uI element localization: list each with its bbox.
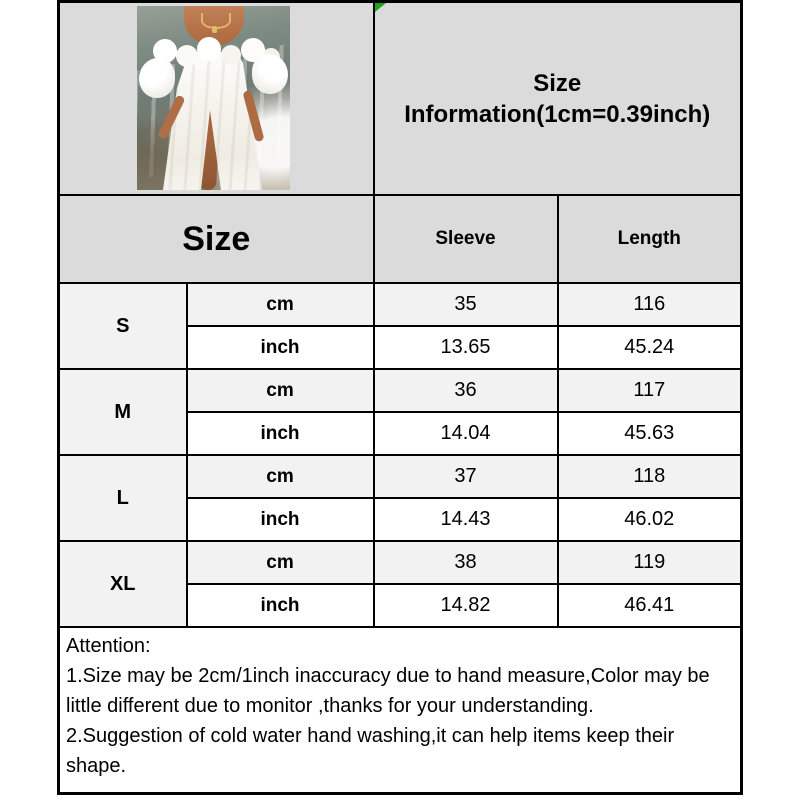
size-chart-sheet: Size Information(1cm=0.39inch) Size Slee…: [57, 0, 744, 795]
size-label-s: S: [57, 282, 188, 370]
sleeve-value-cell: 38: [372, 540, 559, 585]
length-value-cell: 119: [556, 540, 743, 585]
size-corner-header: Size: [57, 194, 375, 284]
length-value-cell: 116: [556, 282, 743, 327]
length-column-header: Length: [556, 194, 743, 284]
page-title: Size Information(1cm=0.39inch): [404, 69, 711, 128]
size-label-l: L: [57, 454, 188, 542]
attention-title: Attention:: [66, 635, 151, 657]
sleeve-value-cell: 35: [372, 282, 559, 327]
table-row: L cm 37 118: [57, 454, 743, 542]
sleeve-value-cell: 14.43: [372, 497, 559, 542]
length-value-cell: 45.63: [556, 411, 743, 456]
length-value-cell: 46.02: [556, 497, 743, 542]
table-row: inch 14.04 45.63: [59, 411, 743, 456]
length-value-cell: 46.41: [556, 583, 743, 628]
unit-cell: cm: [185, 282, 375, 327]
attention-box: Attention: 1.Size may be 2cm/1inch inacc…: [57, 626, 743, 795]
model-pendant: [212, 26, 217, 33]
sleeve-value-cell: 13.65: [372, 325, 559, 370]
length-value-cell: 118: [556, 454, 743, 499]
sleeve-value-cell: 14.04: [372, 411, 559, 456]
attention-row: Attention: 1.Size may be 2cm/1inch inacc…: [57, 626, 743, 795]
sleeve-value-cell: 36: [372, 368, 559, 413]
unit-cell: cm: [185, 454, 375, 499]
column-header-row: Size Sleeve Length: [57, 194, 743, 284]
sleeve-column-header: Sleeve: [372, 194, 559, 284]
table-row: XL cm 38 119: [57, 540, 743, 628]
unit-cell: inch: [185, 325, 375, 370]
product-photo: [137, 6, 290, 190]
unit-cell: cm: [185, 368, 375, 413]
model-sleeve-right: [252, 54, 288, 94]
table-row: inch 14.43 46.02: [59, 497, 743, 542]
sleeve-value-cell: 37: [372, 454, 559, 499]
unit-cell: inch: [185, 411, 375, 456]
table-row: inch 13.65 45.24: [59, 325, 743, 370]
product-photo-cell: [57, 0, 375, 196]
unit-cell: cm: [185, 540, 375, 585]
table-row: M cm 36 117: [57, 368, 743, 456]
sleeve-value-cell: 14.82: [372, 583, 559, 628]
attention-note-2: 2.Suggestion of cold water hand washing,…: [66, 725, 675, 777]
unit-cell: inch: [185, 583, 375, 628]
size-label-m: M: [57, 368, 188, 456]
table-row: S cm 35 116: [57, 282, 743, 370]
size-table: Size Information(1cm=0.39inch) Size Slee…: [57, 0, 744, 795]
info-row: Size Information(1cm=0.39inch): [57, 0, 743, 196]
table-row: inch 14.82 46.41: [59, 583, 743, 628]
model-sleeve-left: [139, 58, 175, 98]
cell-comment-marker-icon: [374, 3, 386, 12]
info-title-cell: Size Information(1cm=0.39inch): [372, 0, 743, 196]
unit-cell: inch: [185, 497, 375, 542]
length-value-cell: 45.24: [556, 325, 743, 370]
length-value-cell: 117: [556, 368, 743, 413]
size-label-xl: XL: [57, 540, 188, 628]
attention-note-1: 1.Size may be 2cm/1inch inaccuracy due t…: [66, 665, 710, 717]
